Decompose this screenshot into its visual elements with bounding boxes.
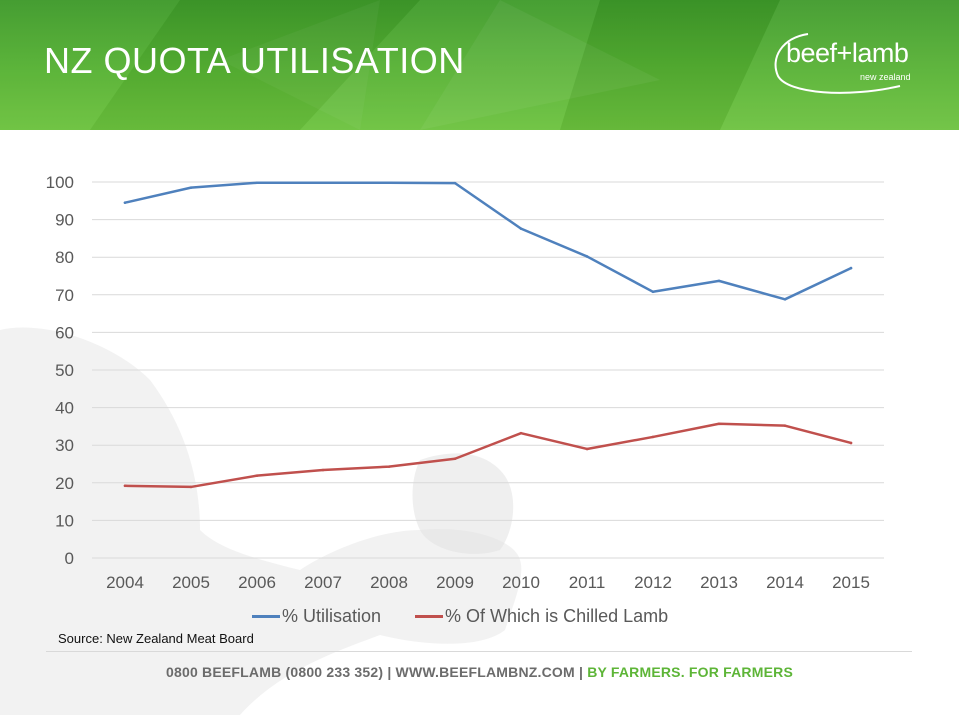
legend-item-utilisation: % Utilisation	[252, 606, 381, 627]
slide-footer: 0800 BEEFLAMB (0800 233 352) | WWW.BEEFL…	[0, 664, 959, 680]
x-tick-label: 2004	[106, 573, 144, 592]
x-tick-label: 2009	[436, 573, 474, 592]
x-tick-label: 2015	[832, 573, 870, 592]
data-point-series-0	[849, 266, 853, 270]
x-tick-label: 2008	[370, 573, 408, 592]
logo-wordmark: beef+lamb	[786, 38, 909, 68]
y-tick-label: 10	[55, 511, 74, 530]
slide-header: NZ QUOTA UTILISATION beef+lamb new zeala…	[0, 0, 959, 130]
data-point-series-0	[651, 290, 655, 294]
source-note: Source: New Zealand Meat Board	[58, 631, 254, 646]
logo-swoosh-icon	[774, 33, 901, 94]
data-point-series-1	[783, 424, 787, 427]
y-tick-label: 50	[55, 361, 74, 380]
x-tick-label: 2011	[569, 573, 606, 592]
data-point-series-1	[453, 457, 457, 461]
data-point-series-0	[123, 201, 127, 204]
legend-swatch-red	[415, 614, 444, 618]
footer-divider	[46, 651, 912, 652]
y-tick-label: 20	[55, 474, 74, 493]
x-axis-ticks: 2004 2005 2006 2007 2008 2009 2010 2011 2012 2013…	[106, 573, 870, 592]
data-point-series-0	[189, 186, 193, 189]
x-tick-label: 2013	[700, 573, 738, 592]
data-point-series-0	[783, 298, 787, 301]
legend-swatch-blue	[252, 614, 280, 618]
data-point-series-0	[585, 255, 589, 258]
y-tick-label: 40	[55, 399, 74, 418]
logo-subtext: new zealand	[860, 72, 911, 82]
x-tick-label: 2014	[766, 573, 804, 592]
header-pattern	[0, 0, 959, 130]
data-point-series-0	[321, 181, 325, 185]
slide-title: NZ QUOTA UTILISATION	[44, 40, 465, 81]
data-point-series-1	[519, 431, 523, 435]
footer-tagline: BY FARMERS. FOR FARMERS	[587, 664, 793, 680]
y-tick-label: 60	[55, 323, 74, 342]
data-point-series-1	[387, 465, 391, 468]
y-axis-ticks: 0 10 20 30 40 50 60 70 80 90 100	[46, 173, 74, 568]
data-point-series-0	[717, 279, 721, 283]
data-point-series-1	[321, 468, 325, 472]
data-point-series-1	[717, 422, 721, 426]
series-line-0	[123, 181, 853, 301]
y-tick-label: 0	[65, 549, 74, 568]
data-point-series-1	[255, 474, 259, 477]
background-cow-silhouette	[0, 327, 522, 715]
y-tick-label: 90	[55, 211, 74, 230]
x-tick-label: 2005	[172, 573, 210, 592]
x-tick-label: 2010	[502, 573, 540, 592]
x-tick-label: 2007	[304, 573, 342, 592]
chart-legend: % Utilisation % Of Which is Chilled Lamb	[252, 604, 702, 628]
series-line-1	[123, 422, 853, 489]
legend-label-utilisation: % Utilisation	[282, 605, 382, 626]
data-point-series-1	[651, 435, 655, 439]
data-point-series-0	[519, 227, 523, 230]
gridlines	[92, 181, 884, 559]
y-tick-label: 80	[55, 248, 74, 267]
y-tick-label: 100	[46, 173, 74, 192]
data-point-series-1	[585, 447, 589, 451]
y-tick-label: 70	[55, 286, 74, 305]
series-lines	[123, 181, 853, 489]
y-tick-label: 30	[55, 436, 74, 455]
legend-item-chilled-lamb: % Of Which is Chilled Lamb	[415, 606, 668, 627]
data-point-series-0	[387, 181, 391, 185]
beef-lamb-logo: beef+lamb new zealand	[768, 28, 918, 100]
footer-contact: 0800 BEEFLAMB (0800 233 352) | WWW.BEEFL…	[165, 664, 588, 680]
legend-label-chilled-lamb: % Of Which is Chilled Lamb	[445, 605, 669, 626]
data-point-series-1	[189, 485, 193, 489]
data-point-series-1	[123, 484, 127, 488]
data-point-series-1	[849, 441, 853, 445]
x-tick-label: 2006	[238, 573, 276, 592]
data-point-series-0	[255, 181, 259, 185]
data-point-series-0	[453, 181, 457, 185]
x-tick-label: 2012	[634, 573, 672, 592]
